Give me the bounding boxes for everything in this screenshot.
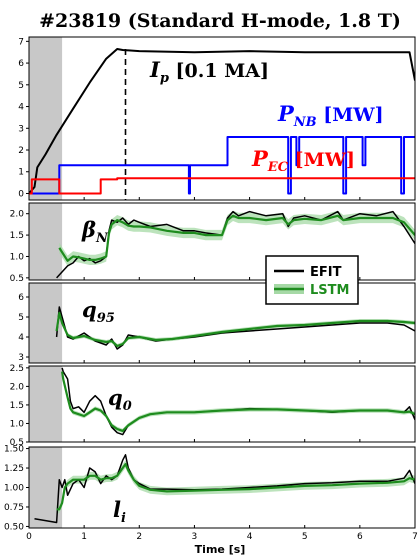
panel-q95: 3 4 5 6 q95 (18, 282, 416, 364)
legend-lstm-label: LSTM (310, 283, 349, 298)
y-tick-label: 0.75 (4, 503, 24, 513)
y-tick-label: 5 (18, 313, 24, 323)
panel-content (29, 203, 415, 280)
x-tick-label: 7 (412, 532, 418, 542)
lstm-line (56, 463, 415, 511)
y-tick-label: 1.5 (10, 231, 24, 241)
y-tick-label: 4 (18, 103, 24, 113)
panel-frame (28, 365, 416, 443)
efit-line (34, 454, 415, 524)
lstm-line (58, 214, 415, 262)
y-tick-label: 6 (18, 293, 24, 303)
y-tick-label: 5 (18, 81, 24, 91)
y-tick-label: 1.0 (10, 419, 25, 429)
series-pec (29, 177, 415, 195)
legend-box (265, 255, 359, 305)
panel-frame (28, 36, 416, 201)
y-tick-label: 0.5 (10, 274, 24, 284)
startup-shade (29, 203, 63, 280)
y-tick-label: 2.5 (10, 364, 24, 374)
pec-label: PEC [MW] (251, 146, 355, 175)
lstm-uncertainty-band (56, 460, 415, 514)
lstm-uncertainty-band (59, 210, 415, 266)
y-tick-label: 2 (18, 146, 24, 156)
y-tick-label: 1.25 (4, 464, 24, 474)
panel-q0: 0.5 1.0 1.5 2.0 2.5 q0 (10, 364, 416, 448)
y-tick-label: 6 (18, 59, 24, 69)
y-tick-label: 3 (18, 353, 24, 363)
y-tick-label: 4 (18, 333, 24, 343)
panel-li: 0.50 0.75 1.00 1.25 1.50 li (4, 445, 416, 532)
efit-line (56, 210, 415, 279)
panel-content (29, 283, 415, 363)
label-beta_n: βN (81, 217, 109, 246)
lstm-line (55, 311, 415, 348)
x-tick-label: 2 (136, 532, 142, 542)
y-tick-label: 0 (18, 189, 24, 199)
y-tick-label: 1.50 (4, 445, 24, 455)
x-tick-label: 5 (302, 532, 308, 542)
startup-shade (29, 283, 63, 363)
panel-content (29, 366, 415, 442)
panel-content (29, 447, 415, 528)
ip-label: Ip [0.1 MA] (149, 57, 269, 86)
y-tick-label: 1.00 (4, 484, 24, 494)
panel-frame (28, 202, 416, 281)
pnb-label: PNB [MW] (277, 101, 384, 130)
label-q95: q95 (82, 297, 115, 326)
y-tick-label: 2.0 (10, 210, 25, 220)
y-tick-label: 0.50 (4, 522, 24, 532)
x-tick-label: 3 (192, 532, 198, 542)
x-axis-label: Time [s] (195, 543, 246, 556)
x-tick-label: 4 (247, 532, 253, 542)
figure-title: #23819 (Standard H-mode, 1.8 T) (39, 10, 401, 32)
x-tick-label: 6 (357, 532, 363, 542)
startup-shade (29, 366, 63, 442)
panel-beta_n: 0.5 1.0 1.5 2.0 βN (10, 202, 416, 284)
panel-frame (28, 282, 416, 364)
startup-shade (29, 37, 63, 200)
y-tick-label: 1 (18, 168, 24, 178)
series-ip (29, 48, 415, 195)
label-li: li (113, 497, 126, 526)
panel-overview: 0 1 2 3 4 5 6 7 Ip [0.1 MA] PNB [MW] PEC [MW] (18, 36, 416, 201)
y-tick-label: 2.0 (10, 382, 25, 392)
y-tick-label: 1.5 (10, 401, 24, 411)
label-q0: q0 (108, 385, 132, 414)
y-tick-label: 0.5 (10, 438, 24, 448)
lstm-line (61, 371, 415, 432)
y-tick-label: 3 (18, 124, 24, 134)
x-tick-label: 1 (81, 532, 87, 542)
legend: EFIT LSTM (265, 255, 359, 305)
y-tick-label: 7 (18, 37, 24, 47)
x-tick-label: 0 (26, 532, 32, 542)
y-tick-label: 1.0 (10, 252, 25, 262)
panel-content (29, 37, 415, 200)
series-pnb (29, 136, 415, 195)
legend-efit-label: EFIT (310, 265, 342, 280)
